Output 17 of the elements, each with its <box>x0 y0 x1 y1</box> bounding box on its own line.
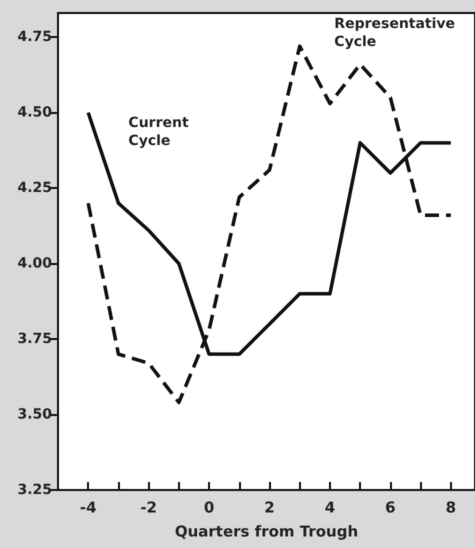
series-label: Current Cycle <box>128 115 189 150</box>
x-tick-label: -2 <box>140 498 157 516</box>
y-tick-label: 4.50 <box>17 104 52 121</box>
x-tick-label: 0 <box>204 498 214 516</box>
x-tick-label: 8 <box>446 498 456 516</box>
x-tick-label: 4 <box>324 498 336 516</box>
x-axis-title: Quarters from Trough <box>174 522 358 540</box>
y-tick-label: 3.75 <box>17 331 52 348</box>
y-tick-label: 4.00 <box>17 256 52 272</box>
y-tick-label: 4.25 <box>17 180 52 196</box>
text: Representative Cycle <box>334 16 456 50</box>
x-tick-label: 6 <box>385 498 396 516</box>
y-tick-label: 4.75 <box>17 29 52 46</box>
y-tick-label: 3.25 <box>17 482 52 498</box>
x-tick-label: -4 <box>80 498 97 516</box>
y-tick-label: 3.50 <box>17 406 52 423</box>
x-tick-label: 2 <box>264 498 275 516</box>
